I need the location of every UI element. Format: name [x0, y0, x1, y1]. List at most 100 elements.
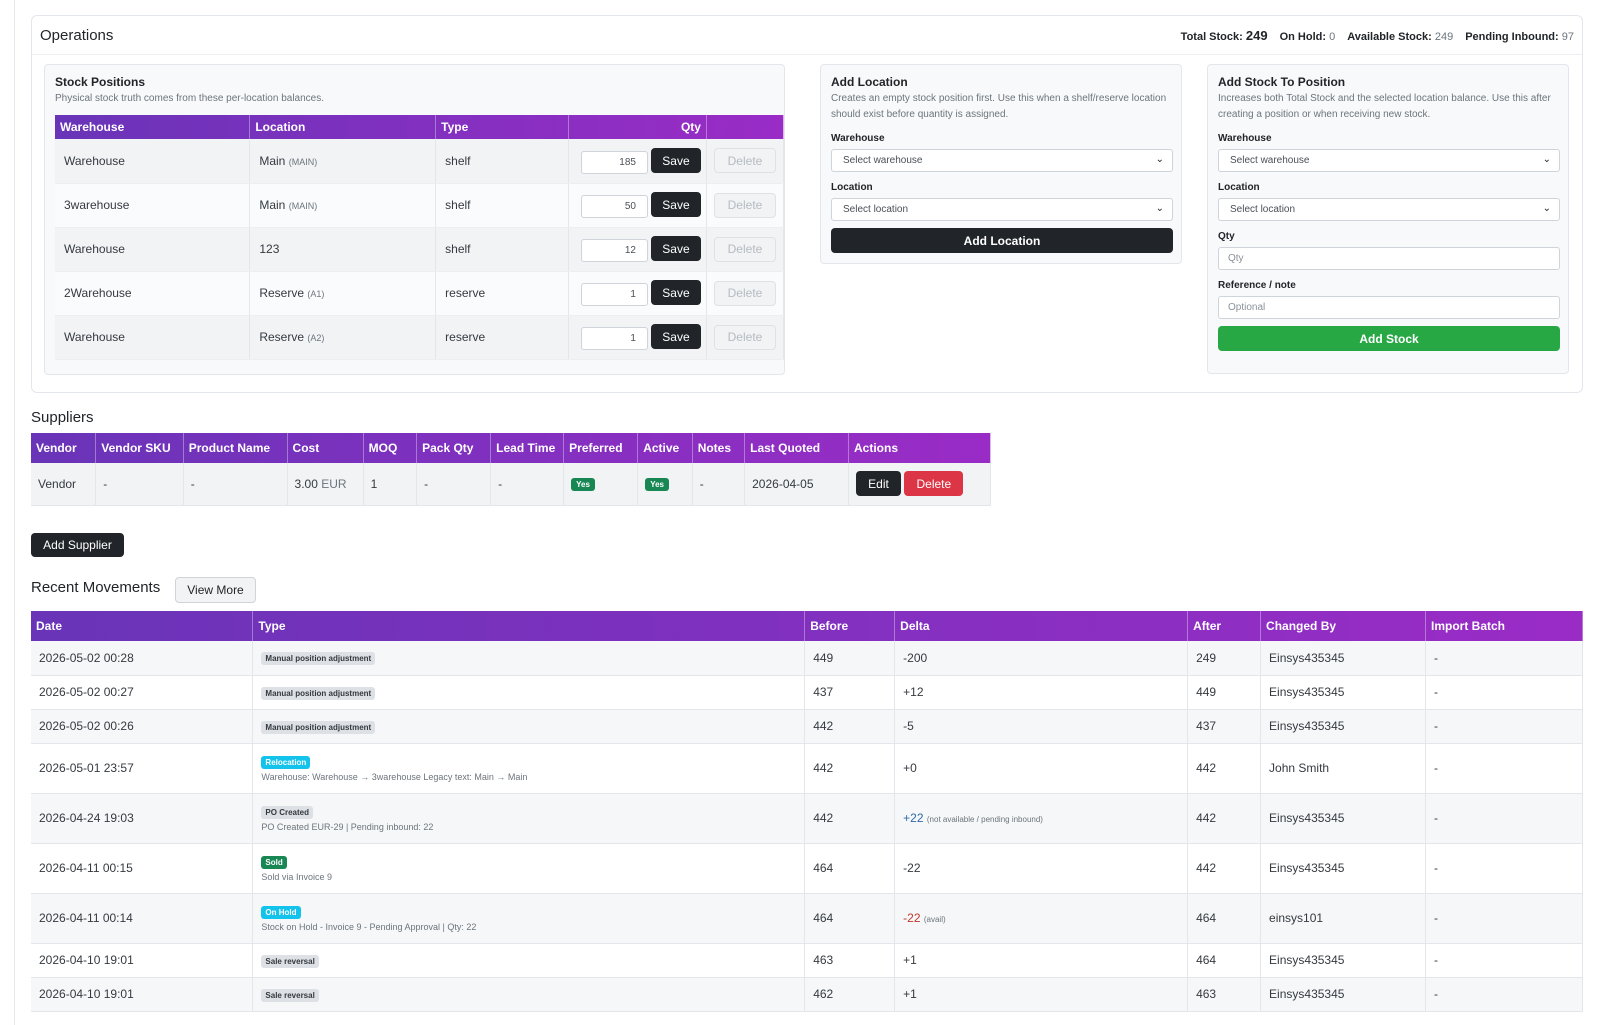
total-stock-label: Total Stock: [1180, 30, 1243, 43]
supplier-lead: - [498, 476, 503, 491]
delete-button[interactable]: Delete [713, 280, 776, 306]
add-location-location-select[interactable]: Select location ⌄ [831, 198, 1173, 221]
movement-note: Stock on Hold - Invoice 9 - Pending Appr… [261, 922, 477, 932]
add-location-warehouse-select[interactable]: Select warehouse ⌄ [831, 149, 1173, 172]
add-stock-location-select[interactable]: Select location ⌄ [1218, 198, 1560, 221]
delete-cell: Delete [706, 183, 785, 228]
movement-batch-cell: - [1425, 793, 1583, 844]
warehouse-name: Warehouse [64, 242, 125, 256]
movement-batch-cell: - [1425, 843, 1583, 894]
movement-date-cell: 2026-05-02 00:27 [31, 675, 254, 710]
supplier-col-header: Vendor [31, 433, 97, 463]
movement-before: 442 [813, 811, 834, 825]
movement-date-cell: 2026-04-10 19:01 [31, 943, 254, 978]
supplier-preferred-cell: Yes [563, 463, 639, 506]
type-cell: shelf [435, 227, 570, 272]
location-name: Main [259, 198, 286, 212]
movement-row: 2026-04-11 00:14 On Hold Stock on Hold - I… [31, 893, 1583, 944]
add-stock-warehouse-select[interactable]: Select warehouse ⌄ [1218, 149, 1560, 172]
movement-delta: +12 [903, 685, 924, 699]
select-value: Select location [843, 204, 909, 215]
save-button[interactable]: Save [650, 148, 701, 173]
movement-before: 463 [813, 953, 834, 967]
movement-after-cell: 463 [1187, 977, 1262, 1012]
qty-input[interactable] [580, 326, 648, 350]
supplier-cost-cell: 3.00 EUR [287, 463, 364, 506]
movement-after-cell: 442 [1187, 743, 1262, 794]
movement-after: 437 [1196, 719, 1217, 733]
movement-delta-note: (avail) [923, 915, 946, 924]
movement-by-cell: Einsys435345 [1260, 793, 1426, 844]
movement-batch-cell: - [1425, 641, 1583, 676]
add-location-card: Add Location Creates an empty stock posi… [820, 64, 1182, 264]
movement-row: 2026-05-02 00:26 Manual position adjustme… [31, 709, 1583, 744]
warehouse-cell: 2Warehouse [55, 271, 251, 316]
movement-note: Sold via Invoice 9 [261, 872, 332, 882]
recent-movements-table: Date Type Before Delta After Changed By Import… [31, 611, 1583, 1012]
movement-by: Einsys435345 [1269, 811, 1345, 825]
movement-delta-cell: +1 [894, 943, 1189, 978]
movement-batch: - [1434, 761, 1438, 775]
add-stock-qty-label: Qty [1218, 231, 1235, 242]
warehouse-cell: Warehouse [55, 139, 251, 184]
active-badge: Yes [645, 478, 669, 492]
add-stock-reference-input[interactable]: Optional [1218, 296, 1560, 319]
movement-after-cell: 442 [1187, 843, 1262, 894]
save-button[interactable]: Save [650, 192, 701, 218]
recent-movements-title: Recent Movements [31, 579, 161, 596]
movement-date-cell: 2026-04-24 19:03 [31, 793, 254, 844]
movement-delta: +22 [903, 811, 924, 825]
movement-by: Einsys435345 [1269, 987, 1345, 1001]
movement-batch: - [1434, 987, 1438, 1001]
save-button[interactable]: Save [650, 280, 701, 306]
delete-supplier-button[interactable]: Delete [904, 471, 964, 497]
movement-after: 463 [1196, 987, 1217, 1001]
location-cell: 123 [249, 227, 437, 272]
delete-button[interactable]: Delete [713, 148, 776, 174]
movement-type-badge: Manual position adjustment [261, 652, 376, 666]
operations-header: Operations Total Stock: 249 On Hold: 0 A… [32, 16, 1582, 55]
supplier-product: - [190, 476, 195, 491]
add-location-title: Add Location [831, 75, 908, 89]
movement-batch: - [1434, 650, 1438, 665]
add-stock-qty-input[interactable]: Qty [1218, 247, 1560, 270]
edit-supplier-button[interactable]: Edit [855, 471, 901, 497]
delete-button[interactable]: Delete [713, 192, 776, 218]
movement-by-cell: Einsys435345 [1260, 943, 1426, 978]
movement-type-cell: On Hold Stock on Hold - Invoice 9 - Pendi… [252, 893, 806, 944]
delete-cell: Delete [706, 139, 785, 184]
location-type: shelf [445, 242, 471, 256]
supplier-col-header: Preferred [563, 433, 639, 463]
supplier-col-header: Active [637, 433, 693, 463]
stock-position-row: Warehouse 123 shelf Save Delete [55, 227, 785, 272]
qty-input[interactable] [580, 238, 648, 262]
col-location: Location [249, 115, 437, 139]
qty-input[interactable] [580, 194, 648, 218]
add-stock-button[interactable]: Add Stock [1218, 326, 1560, 351]
save-button[interactable]: Save [650, 324, 701, 350]
qty-cell: Save [568, 315, 707, 360]
qty-cell: Save [568, 271, 707, 316]
save-button[interactable]: Save [650, 236, 701, 262]
movement-type-badge: Manual position adjustment [261, 686, 376, 700]
delete-button[interactable]: Delete [713, 324, 776, 350]
delete-button[interactable]: Delete [713, 236, 776, 262]
qty-input[interactable] [580, 150, 648, 174]
movement-type-cell: Manual position adjustment [252, 709, 806, 744]
movement-batch: - [1434, 911, 1438, 925]
view-more-button[interactable]: View More [175, 577, 256, 603]
movement-col-header: After [1187, 611, 1262, 641]
location-code: (MAIN) [288, 156, 318, 167]
movement-before: 437 [813, 685, 834, 699]
supplier-cost: 3.00 [294, 476, 318, 491]
movement-type-cell: Relocation Warehouse: Warehouse → 3wareho… [252, 743, 806, 794]
add-location-button[interactable]: Add Location [831, 228, 1173, 253]
supplier-pack: - [424, 476, 429, 491]
qty-input[interactable] [580, 282, 648, 306]
add-stock-card: Add Stock To Position Increases both Tot… [1207, 64, 1569, 374]
chevron-down-icon: ⌄ [1155, 203, 1164, 214]
movement-date: 2026-04-11 00:15 [39, 861, 133, 875]
add-supplier-button[interactable]: Add Supplier [31, 533, 124, 557]
supplier-moq-cell: 1 [363, 463, 418, 506]
add-stock-title: Add Stock To Position [1218, 75, 1346, 89]
